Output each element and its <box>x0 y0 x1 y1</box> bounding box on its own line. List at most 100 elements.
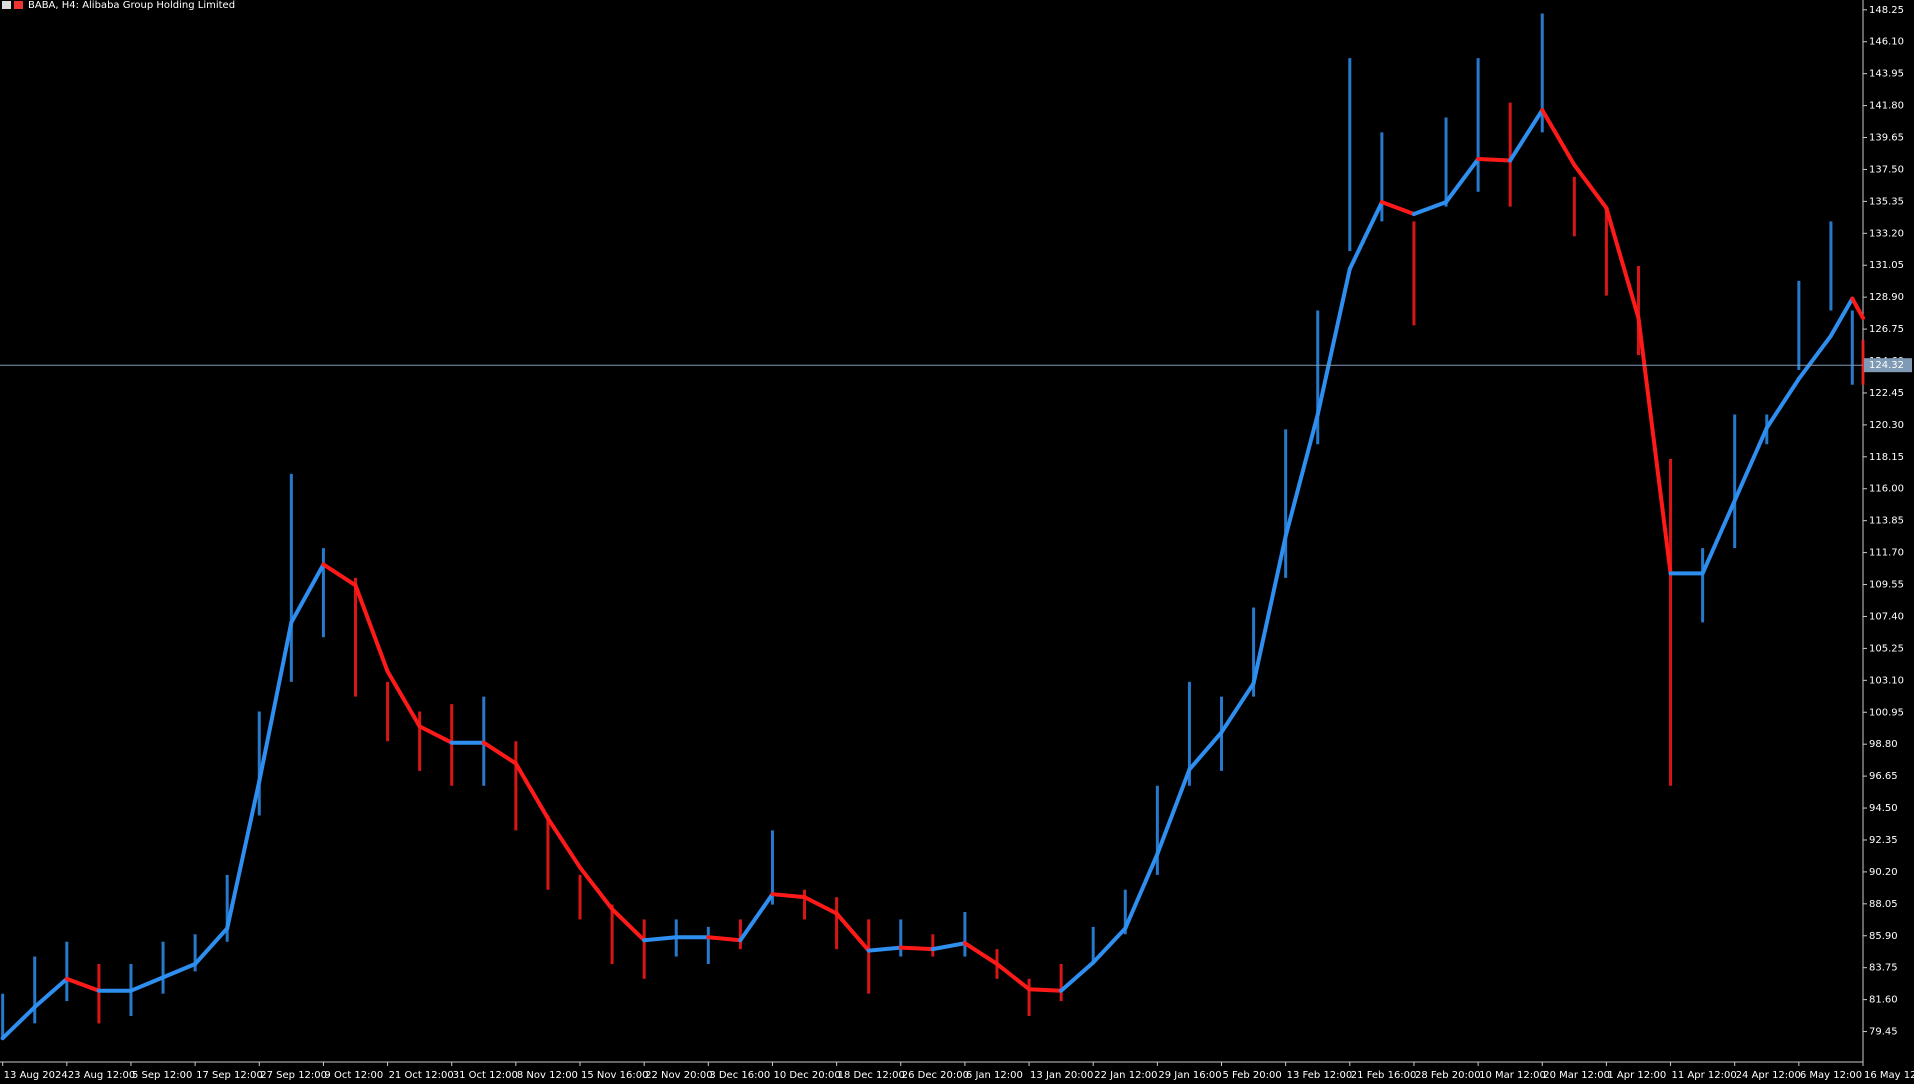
chart-icon <box>14 1 23 9</box>
x-tick-label: 13 Jan 20:00 <box>1030 1070 1093 1081</box>
ma-segment <box>770 892 807 900</box>
ma-segment <box>128 975 166 993</box>
y-tick-label: 131.05 <box>1869 260 1904 271</box>
y-tick-label: 90.20 <box>1869 867 1898 878</box>
ma-segment <box>1444 157 1481 205</box>
y-tick-label: 128.90 <box>1869 292 1904 303</box>
y-tick-label: 139.65 <box>1869 133 1904 144</box>
ma-segment <box>706 935 743 943</box>
ma-segment <box>545 816 583 870</box>
x-tick-label: 13 Feb 12:00 <box>1287 1070 1353 1081</box>
y-tick-label: 133.20 <box>1869 228 1904 239</box>
x-tick-label: 6 May 12:00 <box>1800 1070 1862 1081</box>
ma-segment <box>193 926 230 966</box>
ma-segment <box>898 945 935 952</box>
last-price-label: 124.32 <box>1869 360 1904 371</box>
x-tick-label: 16 May 12:00 <box>1864 1070 1914 1081</box>
ma-segment <box>1411 200 1449 217</box>
ma-segment <box>642 935 679 943</box>
y-tick-label: 92.35 <box>1869 835 1898 846</box>
ma-segment <box>1700 498 1737 576</box>
x-tick-label: 29 Jan 16:00 <box>1158 1070 1221 1081</box>
y-tick-label: 113.85 <box>1869 516 1904 527</box>
y-tick-label: 111.70 <box>1869 548 1904 559</box>
ma-segment <box>930 941 967 952</box>
ma-segment <box>1251 534 1288 686</box>
ma-segment <box>1091 926 1128 965</box>
y-tick-label: 126.75 <box>1869 324 1904 335</box>
y-tick-label: 88.05 <box>1869 899 1898 910</box>
ma-segment <box>513 761 550 821</box>
ma-segment <box>834 911 871 953</box>
last-price-box <box>1864 358 1912 373</box>
ma-segment <box>578 865 615 912</box>
y-tick-label: 122.45 <box>1869 388 1904 399</box>
y-tick-label: 98.80 <box>1869 739 1898 750</box>
x-tick-label: 1 Apr 12:00 <box>1607 1070 1666 1081</box>
ma-segment <box>962 941 999 966</box>
y-tick-label: 96.65 <box>1869 771 1898 782</box>
ma-segment <box>1315 266 1352 417</box>
ma-segment <box>417 724 454 745</box>
x-tick-label: 10 Mar 12:00 <box>1479 1070 1546 1081</box>
x-tick-label: 27 Sep 12:00 <box>260 1070 327 1081</box>
ma-segment <box>1850 296 1865 320</box>
ma-segment <box>866 945 903 953</box>
x-tick-label: 3 Dec 16:00 <box>709 1070 770 1081</box>
x-tick-label: 8 Nov 12:00 <box>517 1070 578 1081</box>
y-tick-label: 118.15 <box>1869 452 1904 463</box>
y-tick-label: 135.35 <box>1869 196 1904 207</box>
x-tick-label: 13 Aug 2024 <box>4 1070 68 1081</box>
ma-segment <box>1796 333 1833 381</box>
ma-segment <box>321 562 358 588</box>
ma-segment <box>1347 200 1384 271</box>
y-tick-label: 94.50 <box>1869 803 1898 814</box>
x-tick-label: 22 Nov 20:00 <box>645 1070 712 1081</box>
x-tick-label: 17 Sep 12:00 <box>196 1070 263 1081</box>
y-tick-label: 109.55 <box>1869 580 1904 591</box>
x-tick-label: 26 Dec 20:00 <box>902 1070 969 1081</box>
y-tick-label: 148.25 <box>1869 5 1904 16</box>
ma-segment <box>64 976 101 993</box>
x-tick-label: 15 Nov 16:00 <box>581 1070 648 1081</box>
y-tick-label: 107.40 <box>1869 611 1904 622</box>
y-tick-label: 146.10 <box>1869 37 1904 48</box>
x-tick-label: 10 Dec 20:00 <box>773 1070 840 1081</box>
ma-segment <box>1476 157 1513 163</box>
x-tick-label: 21 Oct 12:00 <box>389 1070 454 1081</box>
y-tick-label: 103.10 <box>1869 675 1904 686</box>
x-tick-label: 23 Aug 12:00 <box>68 1070 135 1081</box>
ma-segment <box>32 976 69 1010</box>
ma-segment <box>994 961 1032 992</box>
ma-segment <box>161 961 198 980</box>
ma-segment <box>1379 200 1416 217</box>
ma-segment <box>385 669 422 729</box>
x-tick-label: 31 Oct 12:00 <box>453 1070 518 1081</box>
ma-segment <box>1764 376 1801 430</box>
ma-segment <box>1027 987 1064 993</box>
x-tick-label: 5 Sep 12:00 <box>132 1070 192 1081</box>
x-tick-label: 21 Feb 16:00 <box>1351 1070 1417 1081</box>
ma-segment <box>353 583 390 674</box>
ma-segment <box>802 895 839 916</box>
ma-segment <box>0 1005 37 1041</box>
y-tick-label: 83.75 <box>1869 963 1898 974</box>
ma-segment <box>1604 206 1641 320</box>
ma-segment <box>1283 412 1320 539</box>
ma-segment <box>738 892 775 943</box>
y-tick-label: 85.90 <box>1869 931 1898 942</box>
y-tick-label: 81.60 <box>1869 995 1898 1006</box>
y-tick-label: 137.50 <box>1869 164 1904 175</box>
ma-segment <box>481 740 518 766</box>
y-tick-label: 100.95 <box>1869 707 1904 718</box>
ma-segment <box>1123 852 1160 931</box>
ma-segment <box>1187 730 1224 772</box>
y-tick-label: 143.95 <box>1869 69 1904 80</box>
ma-segment <box>1219 681 1256 735</box>
ma-segment <box>257 620 294 784</box>
x-tick-label: 18 Dec 12:00 <box>838 1070 905 1081</box>
x-tick-label: 5 Feb 20:00 <box>1223 1070 1282 1081</box>
ma-segment <box>1059 960 1096 993</box>
y-tick-label: 105.25 <box>1869 643 1904 654</box>
